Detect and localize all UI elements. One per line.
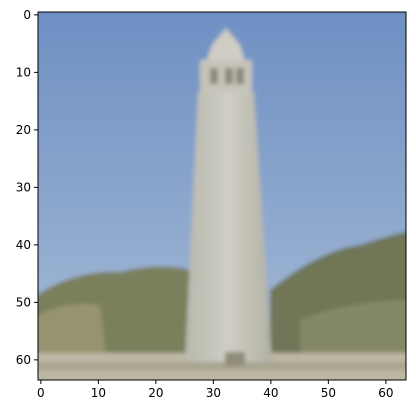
x-tick-label: 10 xyxy=(91,386,106,400)
y-axis: 0 10 20 30 40 50 60 xyxy=(16,8,38,367)
tower-spire xyxy=(205,28,246,65)
photo-image xyxy=(38,12,406,380)
x-tick-label: 20 xyxy=(148,386,163,400)
x-tick-label: 40 xyxy=(263,386,278,400)
y-tick-label: 60 xyxy=(16,353,31,367)
x-axis: 0 10 20 30 40 50 60 xyxy=(37,380,394,400)
x-tick-label: 50 xyxy=(321,386,336,400)
y-tick-label: 20 xyxy=(16,123,31,137)
tower-shaft xyxy=(185,92,272,362)
y-tick-label: 50 xyxy=(16,295,31,309)
x-tick-label: 0 xyxy=(37,386,45,400)
y-tick-label: 40 xyxy=(16,238,31,252)
axes-frame xyxy=(37,11,407,381)
x-tick-label: 60 xyxy=(378,386,393,400)
x-tick-label: 30 xyxy=(206,386,221,400)
y-tick-label: 0 xyxy=(23,8,31,22)
y-tick-label: 10 xyxy=(16,65,31,79)
y-tick-label: 30 xyxy=(16,180,31,194)
